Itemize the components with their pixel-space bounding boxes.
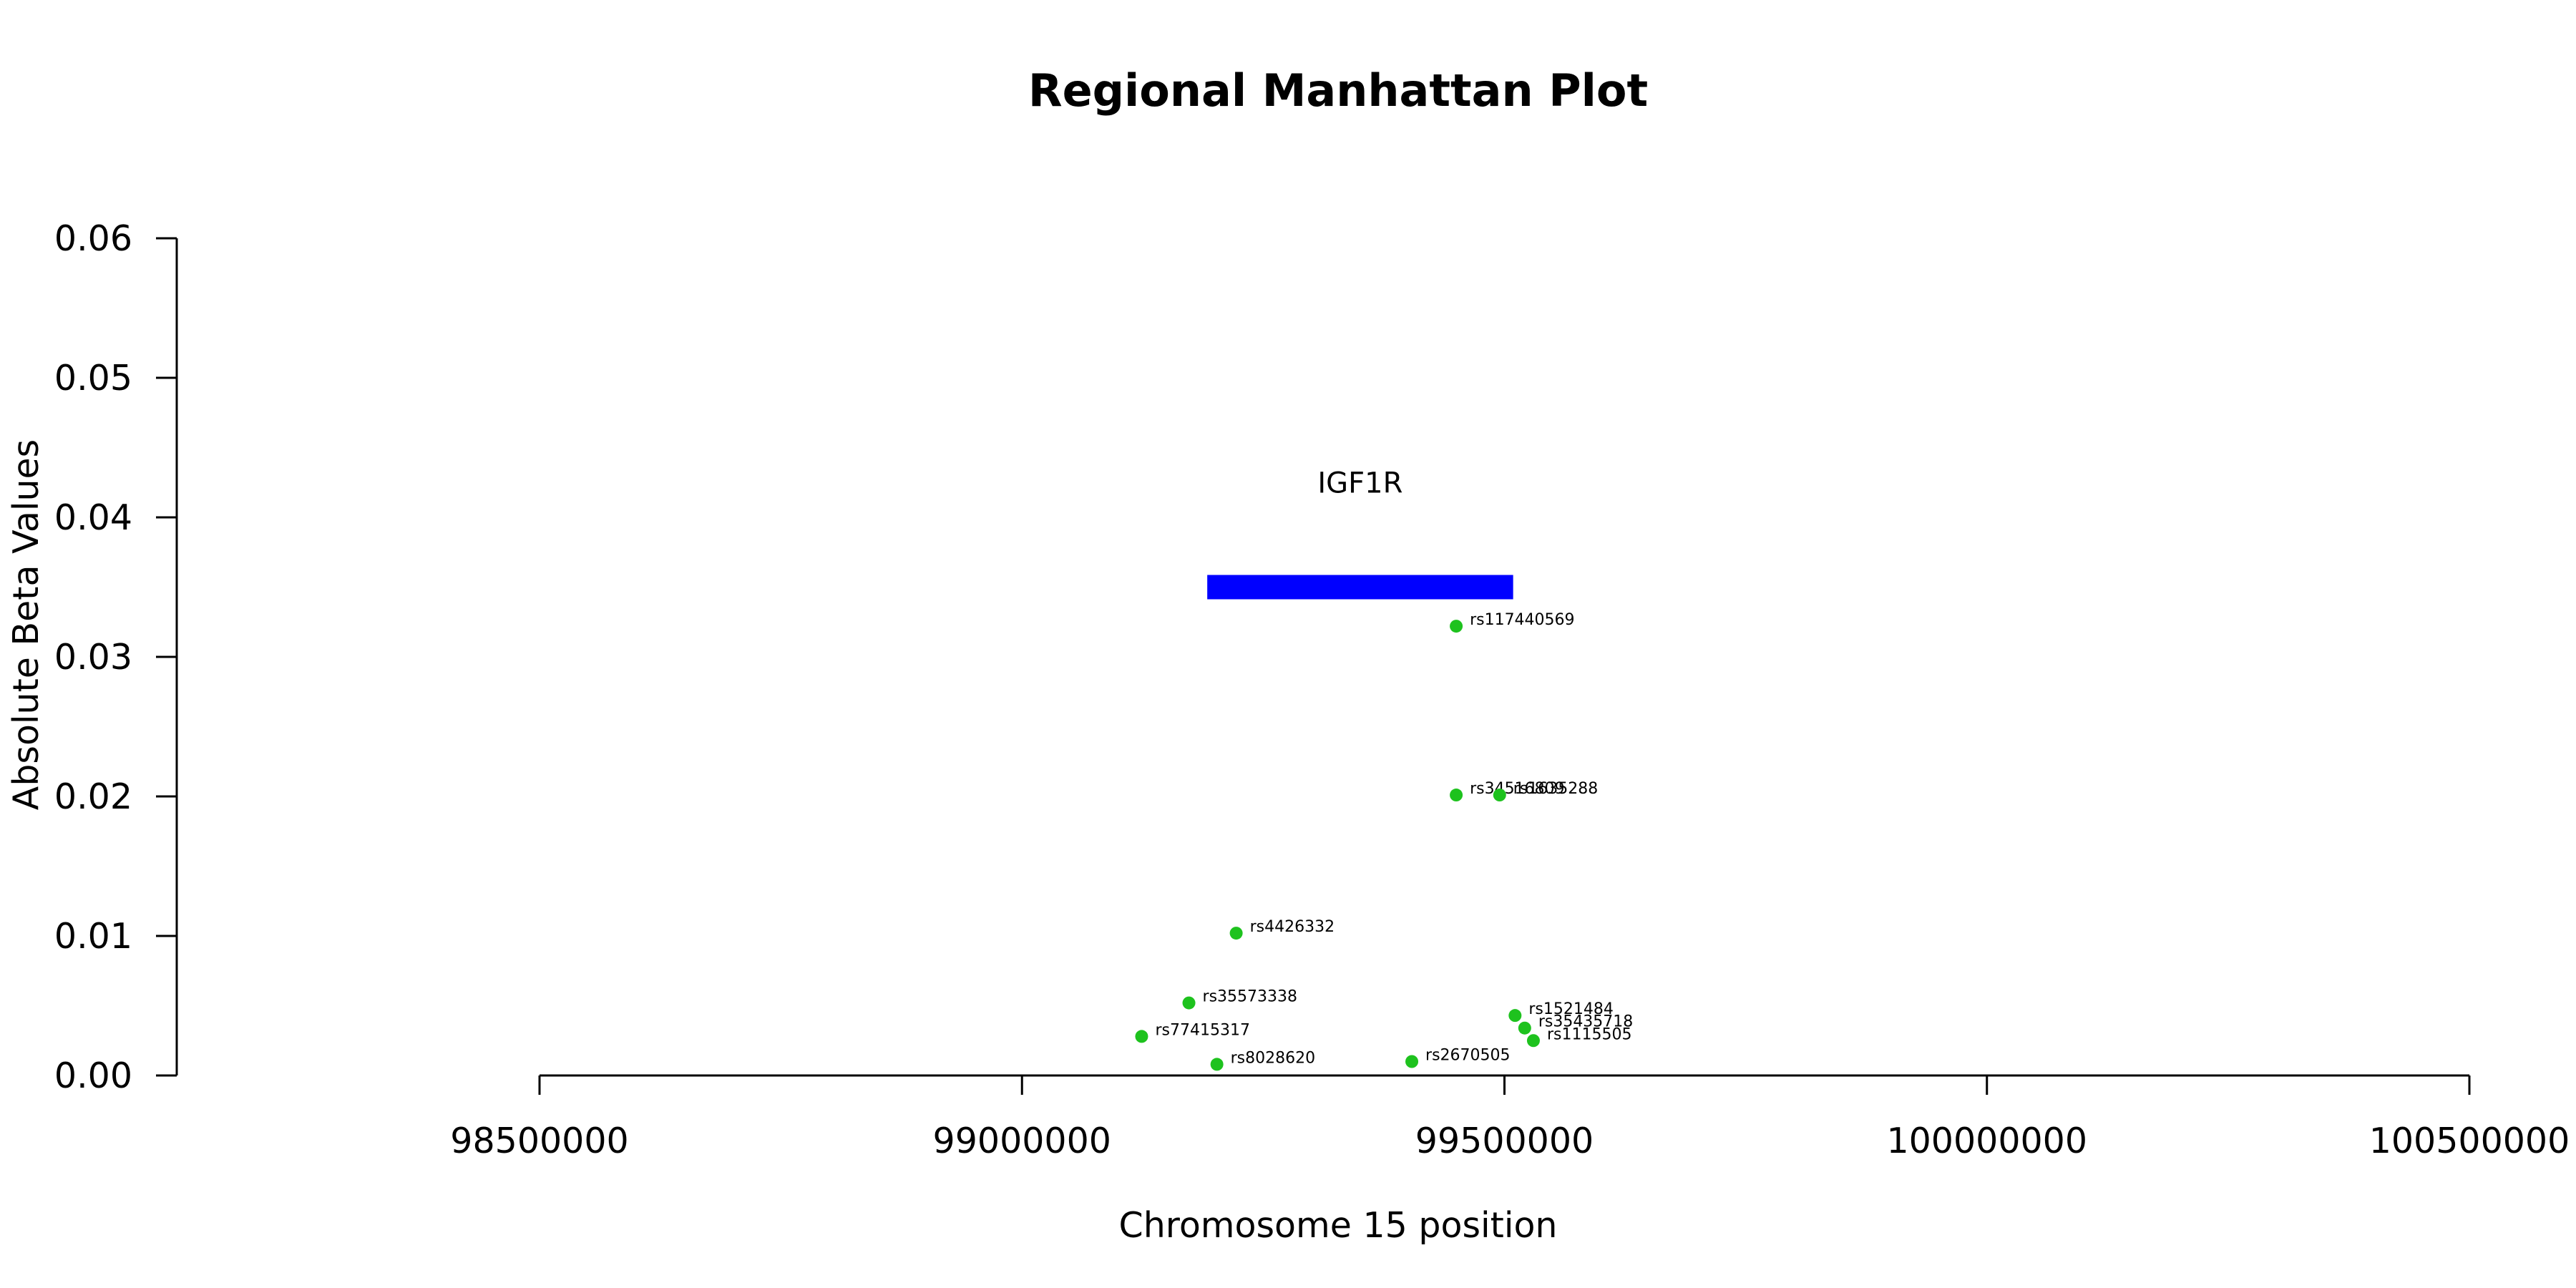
snp-label: rs34516809 xyxy=(1470,780,1564,798)
snp-label: rs77415317 xyxy=(1155,1021,1249,1039)
x-tick-label: 99500000 xyxy=(1415,1121,1594,1161)
snp-label: rs1115505 xyxy=(1547,1025,1632,1043)
snp-point xyxy=(1182,996,1196,1010)
snp-point xyxy=(1210,1058,1224,1071)
snp-label: rs35573338 xyxy=(1203,988,1297,1006)
x-tick-label: 100500000 xyxy=(2369,1121,2570,1161)
snp-point xyxy=(1405,1055,1419,1068)
y-tick-label: 0.06 xyxy=(54,218,132,259)
y-tick-label: 0.01 xyxy=(54,916,132,957)
y-tick-label: 0.02 xyxy=(54,776,132,817)
snp-point xyxy=(1526,1034,1540,1048)
y-ticks: 0.00 0.01 0.02 0.03 0.04 0.05 0.06 xyxy=(54,218,177,1096)
gene-track: IGF1R xyxy=(1207,467,1513,600)
snp-label: rs117440569 xyxy=(1470,611,1574,629)
y-tick-label: 0.00 xyxy=(54,1055,132,1096)
x-ticks: 98500000 99000000 99500000 100000000 1005000… xyxy=(450,1075,2570,1161)
y-tick-label: 0.04 xyxy=(54,497,132,538)
y-axis-label: Absolute Beta Values xyxy=(6,439,47,810)
x-tick-label: 98500000 xyxy=(450,1121,628,1161)
snp-label: rs35435718 xyxy=(1538,1013,1633,1031)
snp-label: rs8028620 xyxy=(1231,1049,1316,1067)
snp-label: rs1521484 xyxy=(1528,1000,1614,1018)
x-axis-label: Chromosome 15 position xyxy=(1118,1205,1557,1246)
snp-point xyxy=(1135,1030,1148,1043)
snp-point xyxy=(1493,789,1506,802)
snp-label: rs4426332 xyxy=(1250,918,1335,936)
snp-point xyxy=(1229,927,1243,940)
snp-label: rs2670505 xyxy=(1425,1047,1511,1065)
snp-point xyxy=(1450,789,1463,802)
x-tick-label: 100000000 xyxy=(1886,1121,2087,1161)
gene-label: IGF1R xyxy=(1317,467,1402,499)
snp-point xyxy=(1450,620,1463,633)
snp-point xyxy=(1518,1021,1531,1035)
x-tick-label: 99000000 xyxy=(933,1121,1111,1161)
gene-bar xyxy=(1207,575,1513,600)
y-tick-label: 0.03 xyxy=(54,637,132,678)
snp-point xyxy=(1508,1009,1522,1023)
chart-title: Regional Manhattan Plot xyxy=(1028,64,1648,117)
y-tick-label: 0.05 xyxy=(54,358,132,399)
snp-label: rs1635288 xyxy=(1513,780,1599,798)
